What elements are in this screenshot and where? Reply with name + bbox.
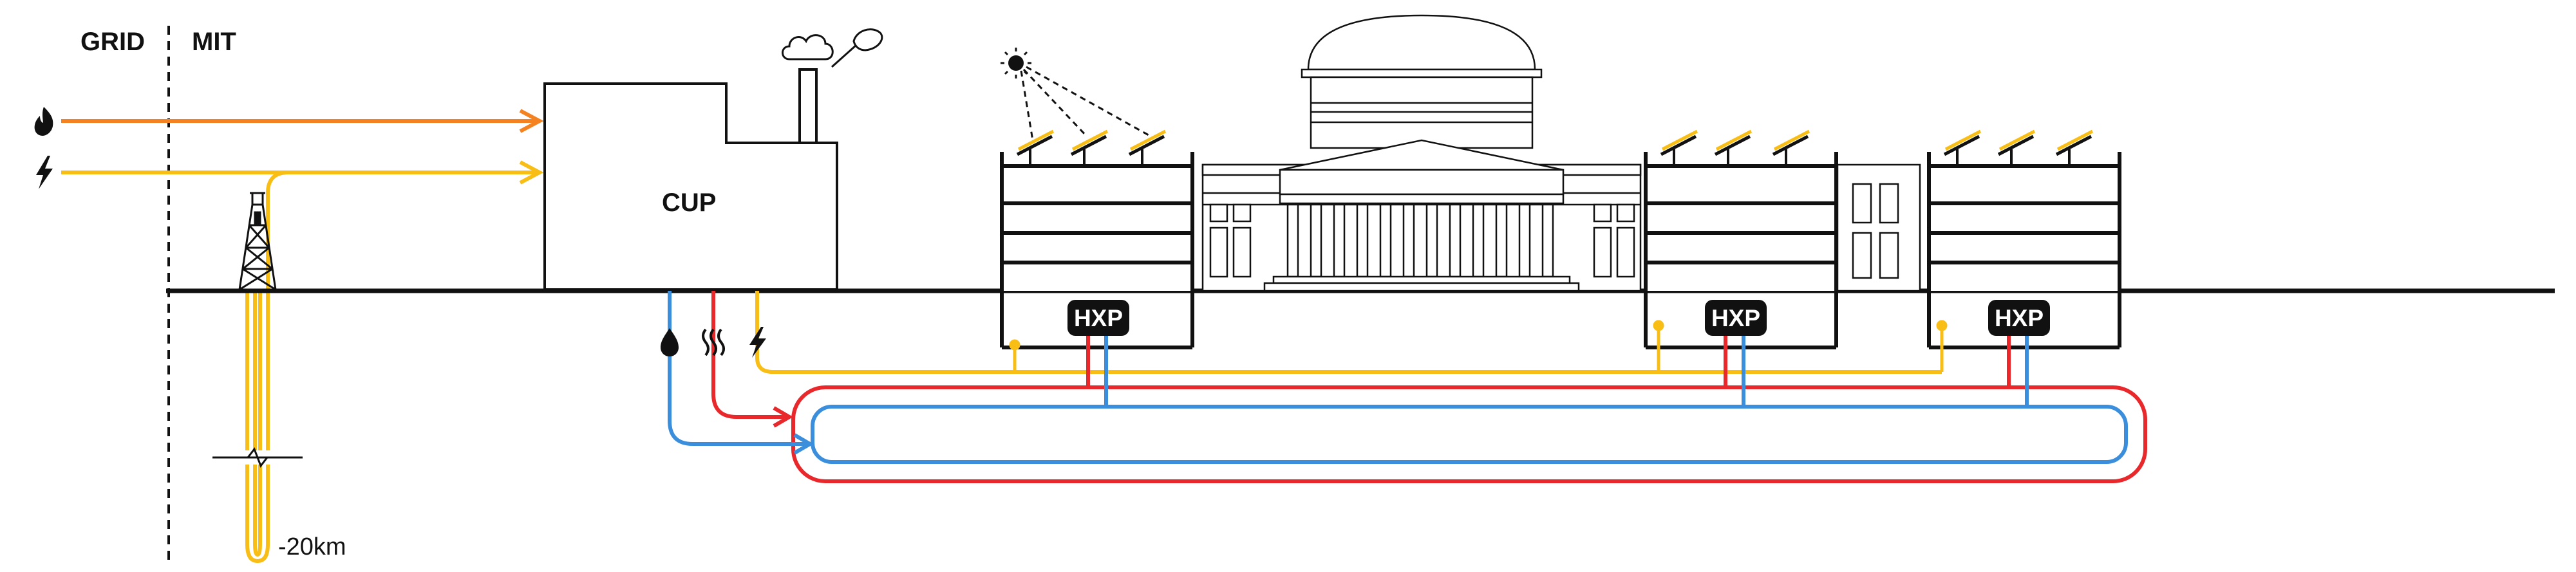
power-feed-line — [755, 291, 1942, 374]
geothermal-well-pipe-outer — [245, 287, 270, 564]
heat-feed-line — [711, 291, 785, 419]
flame-icon — [34, 107, 53, 136]
heat-waves-icon — [702, 328, 725, 356]
heat-feed-arrow — [773, 406, 793, 428]
hxp-unit: HXP — [1705, 300, 1767, 336]
hxp-label: HXP — [1711, 305, 1760, 331]
geothermal-branch — [266, 171, 335, 287]
cold-water-loop — [811, 405, 2128, 464]
gas-supply-line — [61, 109, 544, 133]
great-dome-building — [1201, 14, 1642, 292]
dome-windows — [1209, 203, 1635, 278]
building-right — [1927, 152, 2121, 349]
hxp-unit: HXP — [1067, 300, 1129, 336]
depth-label: -20km — [278, 533, 346, 560]
power-taps — [1009, 320, 1948, 372]
solar-panels-left — [1016, 129, 1167, 165]
depth-break-marker — [212, 447, 303, 468]
water-drop-icon — [661, 328, 679, 356]
mit-label: MIT — [192, 28, 236, 56]
building-left — [1000, 152, 1194, 349]
cup-plant-building — [543, 68, 838, 291]
lightning-icon — [36, 156, 53, 189]
hxp-risers — [1086, 329, 2029, 407]
lightning-icon — [749, 327, 766, 358]
hxp-unit: HXP — [1988, 300, 2050, 336]
cloud-icon — [782, 34, 834, 60]
sun-icon — [1001, 48, 1031, 78]
cup-label: CUP — [662, 189, 716, 217]
sun-rays — [1020, 66, 1149, 141]
portico-columns — [1263, 203, 1580, 292]
hxp-label: HXP — [1074, 305, 1123, 331]
water-feed-line — [668, 291, 806, 446]
connector-building — [1836, 163, 1921, 292]
hot-water-loop — [791, 385, 2147, 483]
hxp-label: HXP — [1995, 305, 2044, 331]
solar-panels-right — [1943, 129, 2094, 165]
solar-panels-middle — [1660, 129, 1810, 165]
geothermal-well-pipe — [253, 290, 262, 557]
grid-label: GRID — [80, 28, 145, 56]
butterfly-net-icon — [831, 28, 883, 68]
building-middle — [1644, 152, 1838, 349]
drill-derrick-icon — [238, 192, 277, 291]
water-feed-arrow — [793, 433, 814, 455]
